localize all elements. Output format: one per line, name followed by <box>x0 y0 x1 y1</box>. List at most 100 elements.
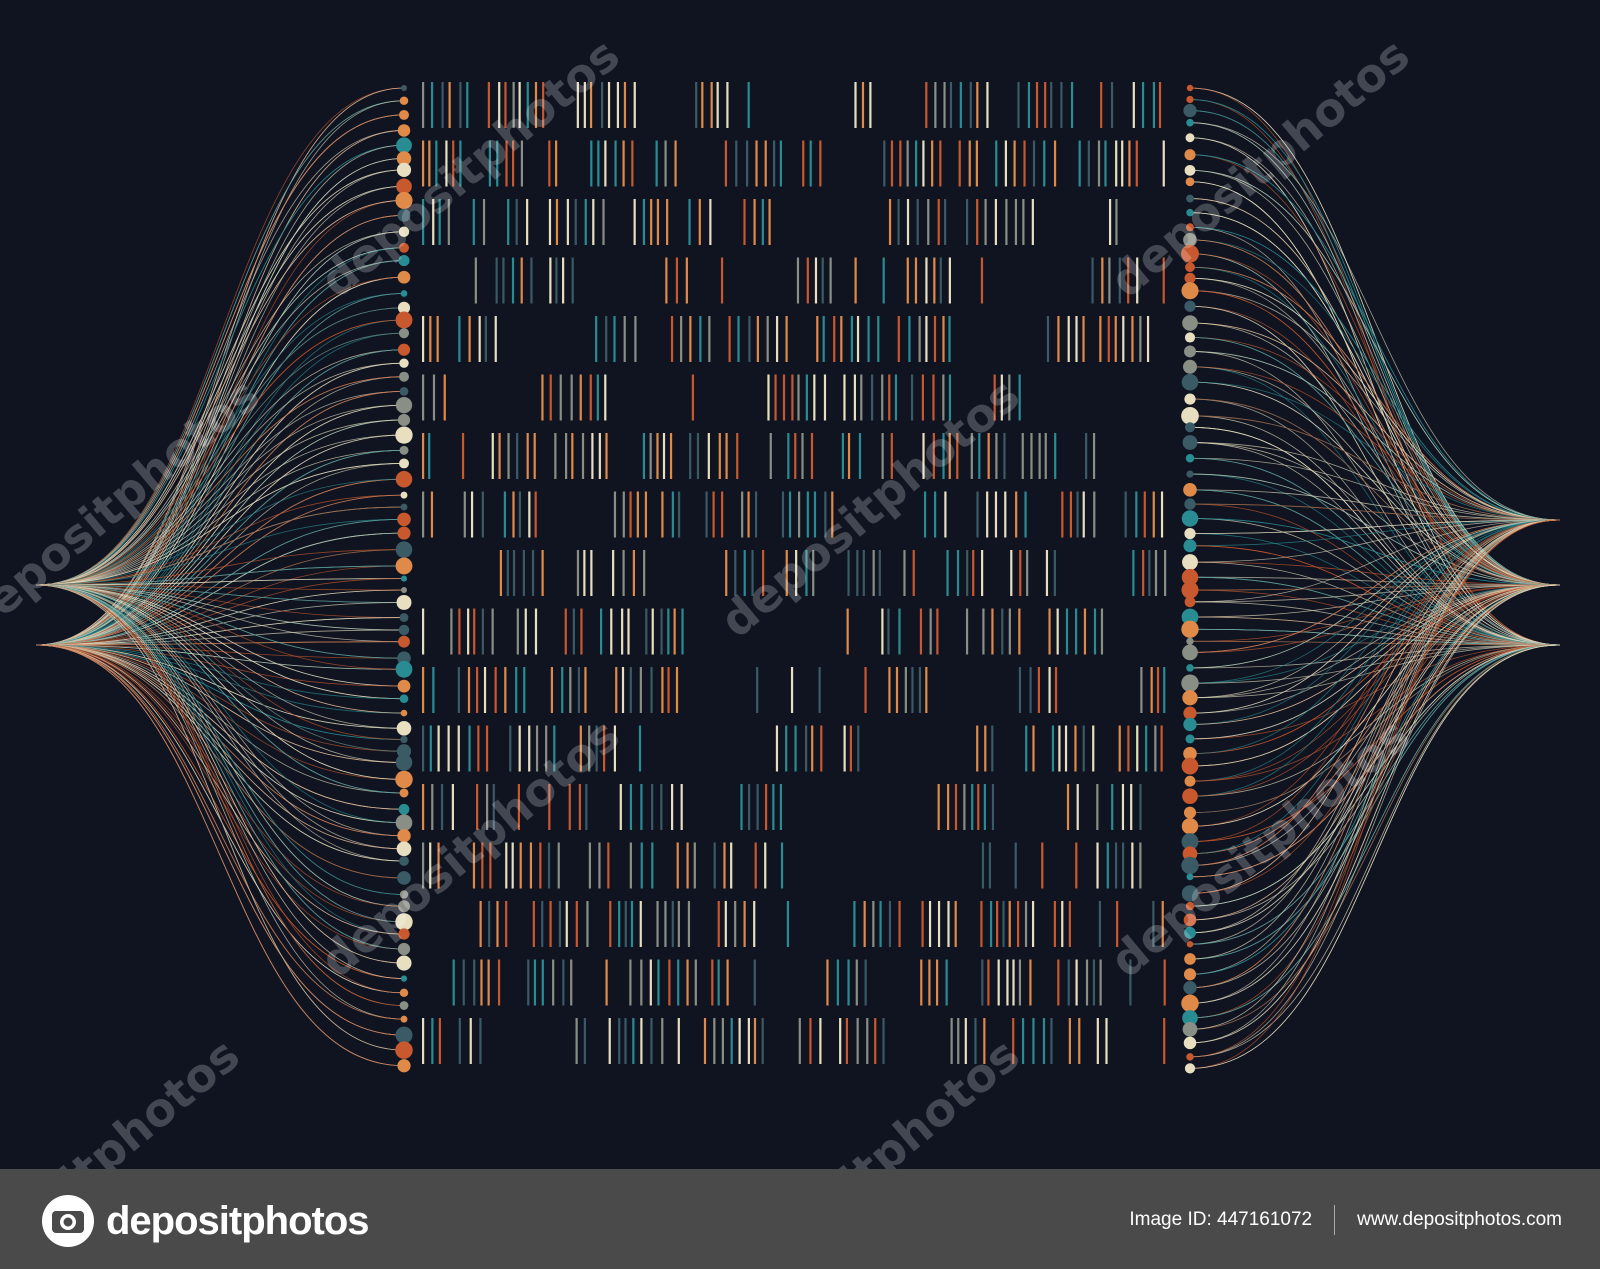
bar <box>1058 725 1061 772</box>
bar <box>629 959 632 1006</box>
bar <box>1018 374 1021 421</box>
curve <box>1189 584 1561 866</box>
bar <box>811 725 814 772</box>
bar <box>429 725 432 772</box>
bar <box>872 550 875 596</box>
bar <box>1152 491 1155 538</box>
bar <box>675 667 679 713</box>
bar <box>558 901 561 947</box>
dot <box>1181 406 1199 425</box>
bar <box>1146 316 1150 362</box>
bar <box>623 316 626 362</box>
curve <box>1189 398 1561 646</box>
bar <box>438 1018 441 1064</box>
bar <box>1018 667 1022 713</box>
bar <box>1035 82 1039 128</box>
curve <box>1189 644 1561 842</box>
curve <box>1189 198 1561 586</box>
bar <box>709 199 712 245</box>
bar <box>1000 374 1003 421</box>
curve <box>35 584 405 670</box>
curve <box>35 584 405 923</box>
bar <box>809 140 812 187</box>
bar <box>481 608 484 655</box>
bar <box>489 842 492 889</box>
bar <box>467 667 471 713</box>
bar <box>687 901 691 947</box>
bar <box>713 1018 716 1064</box>
curve <box>35 293 405 646</box>
bar <box>1110 82 1114 128</box>
bar <box>1129 959 1132 1006</box>
curve <box>35 584 405 794</box>
bar <box>888 901 892 947</box>
bar <box>703 1018 707 1064</box>
curve <box>1189 398 1561 586</box>
bar <box>753 901 756 947</box>
curve <box>35 494 405 586</box>
bar <box>1027 82 1031 128</box>
bar <box>991 784 995 830</box>
dot <box>1183 359 1197 374</box>
bar <box>477 725 480 772</box>
bar <box>863 901 866 947</box>
bar <box>588 842 591 889</box>
bar <box>1038 433 1041 479</box>
dot <box>398 635 410 648</box>
dot <box>1183 232 1197 247</box>
bar <box>1075 316 1078 362</box>
dot <box>1185 734 1195 744</box>
bar <box>1108 199 1112 245</box>
curve <box>35 584 405 603</box>
bar <box>1065 608 1069 655</box>
dot <box>1184 422 1196 433</box>
bar <box>656 199 660 245</box>
curve <box>1189 305 1561 586</box>
bar <box>986 491 989 538</box>
bar <box>984 725 987 772</box>
curve <box>35 349 405 586</box>
bar <box>933 257 936 304</box>
bar <box>854 257 857 304</box>
bar <box>788 491 792 538</box>
bar <box>746 140 749 187</box>
bar <box>769 433 772 479</box>
bar <box>1008 374 1011 421</box>
bar <box>476 784 479 830</box>
bar <box>1131 842 1134 889</box>
bar <box>598 433 601 479</box>
bar <box>740 784 743 830</box>
logo-text: depositphotos <box>106 1198 370 1243</box>
curve <box>1189 290 1561 521</box>
curve <box>1189 489 1561 646</box>
curve <box>35 584 405 631</box>
bar <box>730 1018 733 1064</box>
bar <box>677 1018 680 1064</box>
bar <box>781 491 785 538</box>
bar <box>505 140 508 187</box>
bar <box>550 667 554 713</box>
bar <box>458 316 461 362</box>
bar <box>548 199 552 245</box>
dot <box>395 470 413 488</box>
bar <box>1100 82 1103 128</box>
bar <box>855 959 858 1006</box>
bar <box>1074 725 1077 772</box>
bar <box>428 433 431 479</box>
bar <box>983 784 986 830</box>
bar <box>948 433 951 479</box>
bar <box>824 491 827 538</box>
bar <box>718 433 721 479</box>
bar <box>1057 316 1060 362</box>
dot <box>400 290 408 297</box>
bar <box>772 784 775 830</box>
bar <box>993 374 996 421</box>
curve <box>1189 473 1561 586</box>
site-url: www.depositphotos.com <box>1357 1209 1562 1230</box>
curve <box>35 200 405 586</box>
curve <box>1189 351 1561 521</box>
dot <box>399 988 409 998</box>
curve <box>35 319 405 586</box>
curve <box>35 584 405 837</box>
bar <box>813 374 816 421</box>
